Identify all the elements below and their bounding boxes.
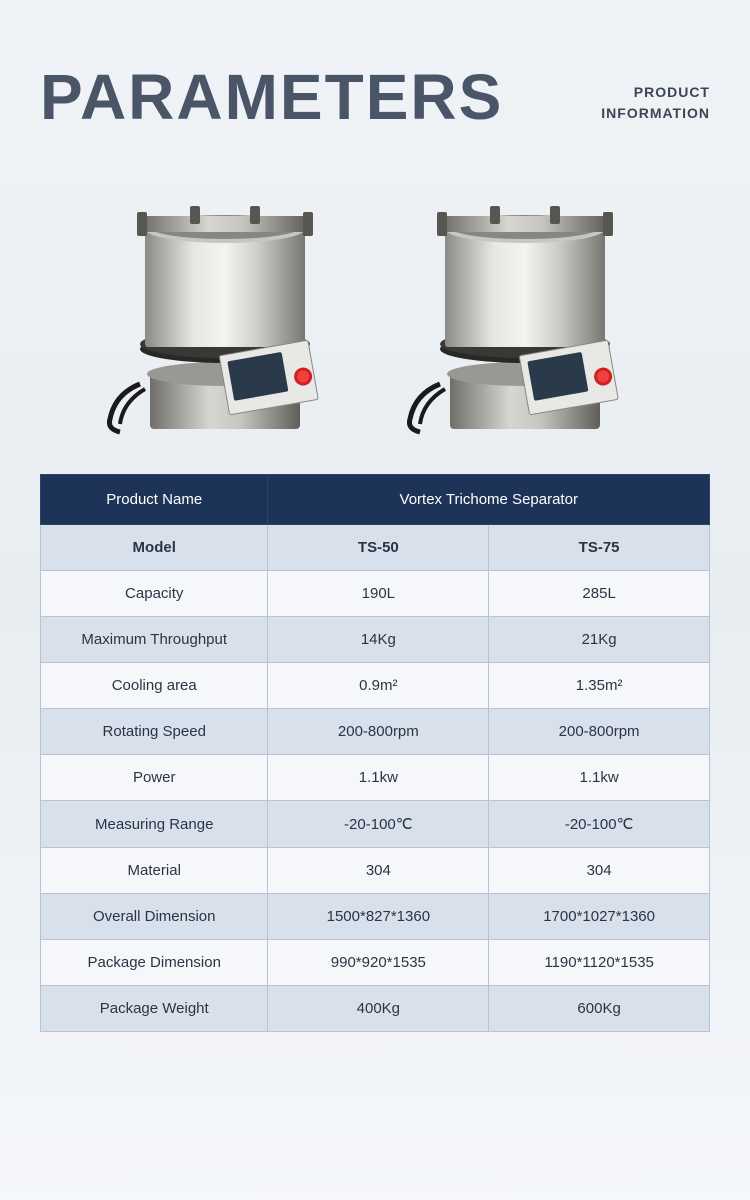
row-col1: 0.9m² [268,663,489,709]
row-label: Measuring Range [41,801,268,848]
row-col1: TS-50 [268,525,489,571]
row-col1: 400Kg [268,986,489,1032]
row-col1: -20-100℃ [268,801,489,848]
row-col2: 285L [489,571,710,617]
row-col1: 304 [268,848,489,894]
row-col2: 600Kg [489,986,710,1032]
table-row: Material304304 [41,848,710,894]
table-row: Rotating Speed200-800rpm200-800rpm [41,709,710,755]
machine-image-2 [395,174,655,444]
table-row: Package Dimension990*920*15351190*1120*1… [41,940,710,986]
row-label: Package Dimension [41,940,268,986]
row-col1: 14Kg [268,617,489,663]
row-label: Model [41,525,268,571]
table-row: Overall Dimension1500*827*13601700*1027*… [41,894,710,940]
header-label: Product Name [41,475,268,525]
table-row: Maximum Throughput14Kg21Kg [41,617,710,663]
table-header-row: Product Name Vortex Trichome Separator [41,475,710,525]
machine-image-1 [95,174,355,444]
table-row: ModelTS-50TS-75 [41,525,710,571]
row-col2: 21Kg [489,617,710,663]
row-col2: 1700*1027*1360 [489,894,710,940]
row-label: Capacity [41,571,268,617]
row-label: Package Weight [41,986,268,1032]
row-col1: 990*920*1535 [268,940,489,986]
row-col2: 200-800rpm [489,709,710,755]
table-row: Power1.1kw1.1kw [41,755,710,801]
row-col1: 200-800rpm [268,709,489,755]
row-label: Material [41,848,268,894]
row-col2: 1190*1120*1535 [489,940,710,986]
table-row: Capacity190L285L [41,571,710,617]
table-row: Package Weight400Kg600Kg [41,986,710,1032]
row-col2: 1.1kw [489,755,710,801]
page-title: PARAMETERS [40,60,503,134]
row-col1: 1500*827*1360 [268,894,489,940]
row-col2: TS-75 [489,525,710,571]
parameters-table: Product Name Vortex Trichome Separator M… [40,474,710,1032]
row-label: Overall Dimension [41,894,268,940]
row-col1: 190L [268,571,489,617]
row-label: Power [41,755,268,801]
row-label: Maximum Throughput [41,617,268,663]
page-subtitle: PRODUCT INFORMATION [601,82,710,134]
table-row: Cooling area0.9m²1.35m² [41,663,710,709]
header-value: Vortex Trichome Separator [268,475,710,525]
product-images [40,164,710,444]
row-col2: -20-100℃ [489,801,710,848]
row-col2: 304 [489,848,710,894]
row-col1: 1.1kw [268,755,489,801]
table-row: Measuring Range-20-100℃-20-100℃ [41,801,710,848]
header-section: PARAMETERS PRODUCT INFORMATION [40,60,710,134]
row-col2: 1.35m² [489,663,710,709]
row-label: Cooling area [41,663,268,709]
row-label: Rotating Speed [41,709,268,755]
